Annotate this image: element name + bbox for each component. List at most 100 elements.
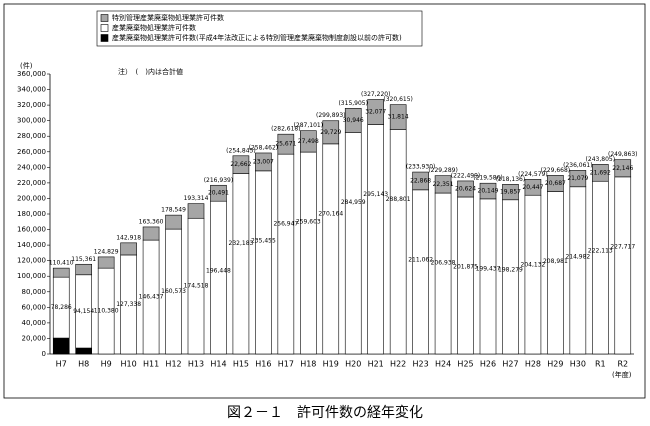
legend-label: 産業廃棄物処理業許可件数 [112, 23, 196, 32]
total-label: (320,615) [383, 96, 413, 103]
x-tick-label: H25 [457, 360, 473, 369]
x-tick-label: H19 [323, 360, 339, 369]
bar-segment [614, 159, 632, 178]
bar-segment [75, 347, 92, 355]
bar-segment [300, 151, 317, 355]
total-label: (258,462) [249, 144, 279, 151]
note: 注） ( )内は合計値 [118, 67, 183, 76]
bar-segment [232, 155, 250, 174]
x-tick-label: H17 [278, 360, 294, 369]
bar-segment [52, 267, 70, 278]
value-label: 30,946 [343, 117, 364, 124]
legend-label: 特別管理産業廃棄物処理業許可件数 [112, 13, 224, 22]
total-label: (224,579) [518, 171, 548, 178]
bar-segment [457, 180, 474, 198]
y-tick-label: 360,000 [17, 70, 46, 78]
x-tick-label: H28 [525, 360, 541, 369]
value-label: 174,518 [184, 283, 209, 290]
x-tick-label: H21 [368, 360, 384, 369]
bar-segment [52, 337, 70, 355]
bar-segment [75, 263, 92, 276]
value-label: 199,437 [476, 265, 501, 272]
x-tick-label: H13 [188, 360, 204, 369]
total-label: 163,360 [139, 218, 164, 225]
total-label: (282,618) [271, 126, 301, 133]
total-label: (327,220) [361, 91, 391, 98]
total-label: 124,829 [94, 248, 119, 255]
value-label: 22,146 [612, 165, 633, 172]
bar-segment [547, 191, 564, 355]
bar-segment [434, 192, 452, 355]
x-tick-label: H22 [390, 360, 406, 369]
x-tick-label: H23 [413, 360, 429, 369]
y-tick-label: 120,000 [17, 257, 46, 265]
total-label: (218,136) [496, 176, 526, 183]
bar-segment [210, 200, 227, 355]
value-label: 208,981 [543, 258, 568, 265]
value-label: 22,351 [433, 181, 454, 188]
bar-segment [322, 143, 340, 355]
x-tick-label: H14 [210, 360, 226, 369]
total-label: 110,410 [49, 260, 74, 267]
y-tick-label: 180,000 [17, 210, 46, 218]
caption: 図２－１ 許可件数の経年変化 [227, 404, 423, 421]
bar-segment [255, 152, 272, 172]
y-tick-label: 300,000 [17, 117, 46, 125]
x-tick-label: H15 [233, 360, 249, 369]
bar-segment [389, 104, 407, 130]
bar-segment [412, 171, 429, 191]
x-tick-label: H8 [78, 360, 89, 369]
x-tick-label: H29 [547, 360, 563, 369]
value-label: 127,338 [116, 301, 141, 308]
bar-segment [434, 175, 452, 194]
bar-segment [344, 107, 362, 133]
bar-segment [479, 182, 497, 200]
value-label: 32,077 [365, 108, 386, 115]
x-tick-label: H11 [143, 360, 159, 369]
value-label: 201,875 [453, 263, 478, 270]
y-tick-label: 0 [42, 350, 46, 358]
y-tick-label: 340,000 [17, 86, 46, 94]
bar-segment [569, 170, 587, 188]
bar-segment [502, 199, 519, 355]
value-label: 20,491 [208, 190, 229, 197]
value-label: 31,814 [388, 114, 409, 121]
value-label: 20,447 [522, 184, 543, 191]
value-label: 20,687 [545, 180, 566, 187]
value-label: 27,498 [298, 138, 319, 145]
y-tick-label: 240,000 [17, 163, 46, 171]
x-tick-label: R2 [617, 360, 628, 369]
bar-segment [547, 175, 564, 192]
bar-segment [524, 194, 542, 355]
y-tick-label: 280,000 [17, 132, 46, 140]
value-label: 211,062 [408, 256, 433, 263]
value-label: 259,603 [296, 219, 321, 226]
bar-segment [232, 173, 250, 355]
value-label: 23,007 [253, 158, 274, 165]
value-label: 204,132 [521, 262, 546, 269]
y-tick-label: 160,000 [17, 226, 46, 234]
value-label: 94,154 [73, 308, 94, 315]
value-label: 270,164 [318, 210, 343, 217]
chart-frame [3, 3, 646, 399]
value-label: 232,183 [229, 240, 254, 247]
value-label: 146,437 [139, 294, 164, 301]
x-tick-label: H10 [121, 360, 137, 369]
value-label: 222,113 [588, 248, 613, 255]
y-tick-label: 260,000 [17, 148, 46, 156]
value-label: 198,279 [498, 266, 523, 273]
legend-swatch [100, 24, 109, 32]
total-label: 178,549 [161, 207, 186, 214]
total-label: 142,918 [116, 234, 141, 241]
y-tick-label: 20,000 [22, 334, 47, 342]
bar-segment [322, 120, 340, 145]
value-label: 25,671 [275, 141, 296, 148]
value-label: 110,380 [94, 308, 119, 315]
bar-segment [367, 99, 384, 125]
value-label: 227,717 [610, 243, 635, 250]
x-tick-label: H26 [480, 360, 496, 369]
value-label: 284,959 [341, 199, 366, 206]
value-label: 295,143 [363, 191, 388, 198]
bar-segment [120, 242, 137, 256]
